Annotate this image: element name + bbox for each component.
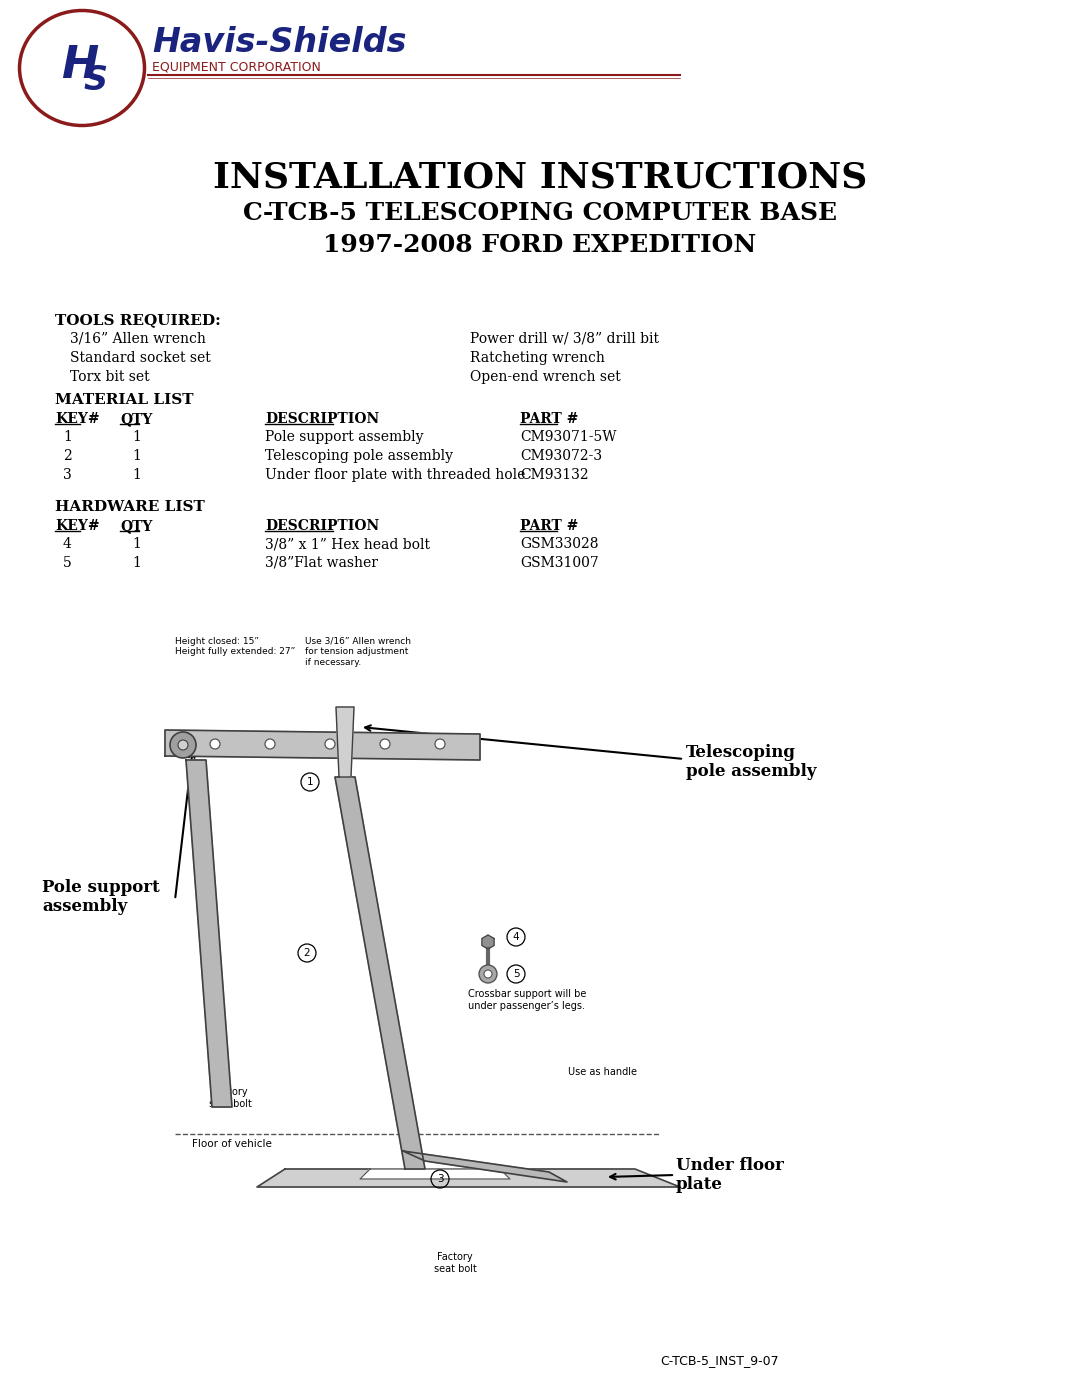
- Circle shape: [380, 739, 390, 749]
- Text: 2: 2: [63, 448, 71, 462]
- Text: 1: 1: [132, 536, 140, 550]
- Circle shape: [435, 739, 445, 749]
- Text: 1: 1: [132, 556, 140, 570]
- Text: 1: 1: [132, 448, 140, 462]
- Text: CM93072-3: CM93072-3: [519, 448, 603, 462]
- Circle shape: [178, 740, 188, 750]
- Text: 3/8” x 1” Hex head bolt: 3/8” x 1” Hex head bolt: [265, 536, 430, 550]
- Polygon shape: [186, 760, 232, 1106]
- Text: 2: 2: [303, 949, 310, 958]
- Text: C-TCB-5_INST_9-07: C-TCB-5_INST_9-07: [660, 1354, 779, 1368]
- Text: KEY#: KEY#: [55, 520, 99, 534]
- Circle shape: [170, 732, 195, 759]
- Polygon shape: [482, 935, 494, 949]
- Polygon shape: [165, 731, 480, 760]
- Polygon shape: [257, 1169, 680, 1187]
- Text: 1: 1: [307, 777, 313, 787]
- Circle shape: [484, 970, 492, 978]
- Text: Open-end wrench set: Open-end wrench set: [470, 370, 621, 384]
- Text: Standard socket set: Standard socket set: [70, 351, 211, 365]
- Text: H: H: [62, 43, 98, 87]
- Text: C-TCB-5 TELESCOPING COMPUTER BASE: C-TCB-5 TELESCOPING COMPUTER BASE: [243, 201, 837, 225]
- Text: 3: 3: [63, 468, 71, 482]
- Polygon shape: [360, 1169, 510, 1179]
- Text: Height closed: 15”: Height closed: 15”: [175, 637, 259, 645]
- Text: KEY#: KEY#: [55, 412, 99, 426]
- Text: Under floor
plate: Under floor plate: [676, 1157, 784, 1193]
- Text: Torx bit set: Torx bit set: [70, 370, 150, 384]
- Circle shape: [480, 965, 497, 983]
- Text: 3: 3: [436, 1173, 443, 1185]
- Text: 3/16” Allen wrench: 3/16” Allen wrench: [70, 332, 206, 346]
- Text: Factory
seat bolt: Factory seat bolt: [433, 1252, 476, 1274]
- Ellipse shape: [19, 11, 145, 126]
- Text: HARDWARE LIST: HARDWARE LIST: [55, 500, 205, 514]
- Text: QTY: QTY: [120, 412, 152, 426]
- Text: DESCRIPTION: DESCRIPTION: [265, 412, 379, 426]
- Text: INSTALLATION INSTRUCTIONS: INSTALLATION INSTRUCTIONS: [213, 161, 867, 196]
- Text: GSM31007: GSM31007: [519, 556, 598, 570]
- Text: EQUIPMENT CORPORATION: EQUIPMENT CORPORATION: [152, 60, 321, 74]
- Text: GSM33028: GSM33028: [519, 536, 598, 550]
- Text: CM93071-5W: CM93071-5W: [519, 430, 617, 444]
- Circle shape: [325, 739, 335, 749]
- Text: Factory
seat bolt: Factory seat bolt: [208, 1087, 252, 1109]
- Circle shape: [265, 739, 275, 749]
- Text: 1: 1: [132, 430, 140, 444]
- Text: Crossbar support will be
under passenger’s legs.: Crossbar support will be under passenger…: [468, 989, 586, 1010]
- Text: Floor of vehicle: Floor of vehicle: [192, 1139, 272, 1148]
- Text: Pole support
assembly: Pole support assembly: [42, 879, 160, 915]
- Text: Havis-Shields: Havis-Shields: [152, 25, 406, 59]
- Text: Pole support assembly: Pole support assembly: [265, 430, 423, 444]
- Polygon shape: [336, 707, 354, 777]
- Text: 1997-2008 FORD EXPEDITION: 1997-2008 FORD EXPEDITION: [323, 233, 757, 257]
- Text: 4: 4: [63, 536, 72, 550]
- Text: CM93132: CM93132: [519, 468, 589, 482]
- Text: Under floor plate with threaded hole: Under floor plate with threaded hole: [265, 468, 525, 482]
- Text: Power drill w/ 3/8” drill bit: Power drill w/ 3/8” drill bit: [470, 332, 659, 346]
- Circle shape: [210, 739, 220, 749]
- Text: 1: 1: [63, 430, 72, 444]
- Text: 3/8”Flat washer: 3/8”Flat washer: [265, 556, 378, 570]
- Text: 1: 1: [132, 468, 140, 482]
- Text: QTY: QTY: [120, 520, 152, 534]
- Text: 5: 5: [513, 970, 519, 979]
- Text: Telescoping
pole assembly: Telescoping pole assembly: [686, 743, 816, 781]
- Text: Use 3/16” Allen wrench
for tension adjustment
if necessary.: Use 3/16” Allen wrench for tension adjus…: [305, 637, 411, 666]
- Text: 4: 4: [513, 932, 519, 942]
- Text: PART #: PART #: [519, 520, 579, 534]
- Text: Use as handle: Use as handle: [568, 1067, 637, 1077]
- Text: 5: 5: [63, 556, 71, 570]
- Polygon shape: [403, 1151, 567, 1182]
- Text: PART #: PART #: [519, 412, 579, 426]
- Text: MATERIAL LIST: MATERIAL LIST: [55, 393, 193, 407]
- Text: TOOLS REQUIRED:: TOOLS REQUIRED:: [55, 313, 220, 327]
- Polygon shape: [335, 777, 426, 1169]
- Text: Height fully extended: 27”: Height fully extended: 27”: [175, 647, 295, 657]
- Text: S: S: [83, 63, 107, 96]
- Text: Telescoping pole assembly: Telescoping pole assembly: [265, 448, 453, 462]
- Text: Ratcheting wrench: Ratcheting wrench: [470, 351, 605, 365]
- Text: DESCRIPTION: DESCRIPTION: [265, 520, 379, 534]
